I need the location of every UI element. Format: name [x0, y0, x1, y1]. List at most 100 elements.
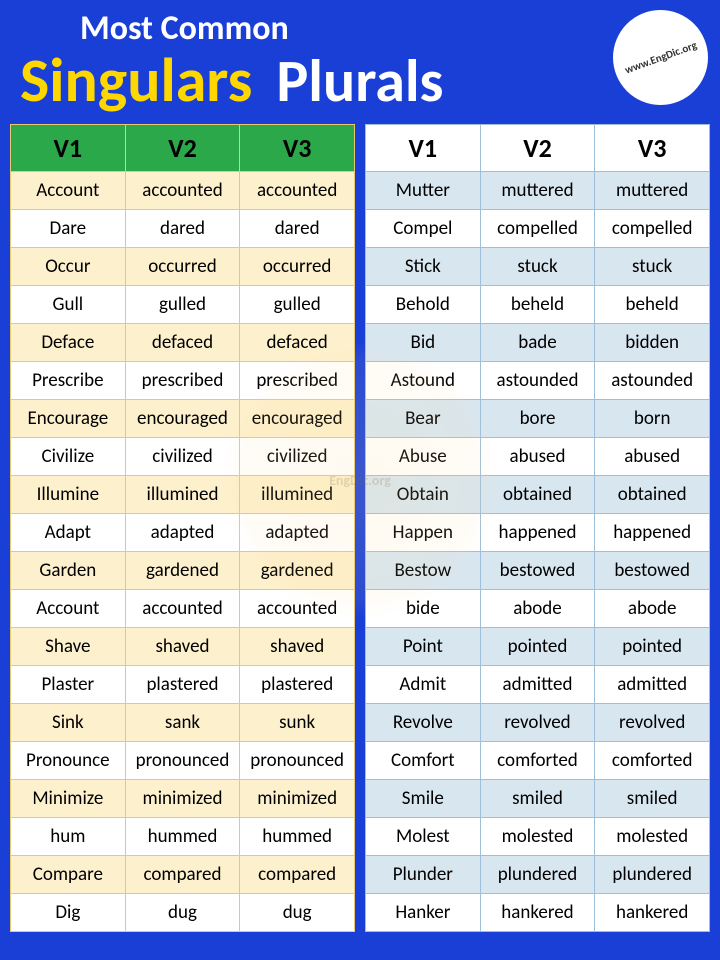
table-row: Shaveshavedshaved	[11, 628, 355, 666]
table-cell: pointed	[595, 628, 710, 666]
table-cell: gulled	[125, 286, 240, 324]
table-cell: minimized	[240, 780, 355, 818]
table-cell: abode	[595, 590, 710, 628]
table-cell: beheld	[480, 286, 595, 324]
table-cell: compelled	[480, 210, 595, 248]
table-row: Plasterplasteredplastered	[11, 666, 355, 704]
table-cell: beheld	[595, 286, 710, 324]
table-cell: defaced	[125, 324, 240, 362]
table-cell: Garden	[11, 552, 126, 590]
table-row: bideabodeabode	[366, 590, 710, 628]
table-cell: bestowed	[480, 552, 595, 590]
table-row: Smilesmiledsmiled	[366, 780, 710, 818]
table-cell: gulled	[240, 286, 355, 324]
table-cell: obtained	[480, 476, 595, 514]
table-cell: Dare	[11, 210, 126, 248]
table-row: Bearboreborn	[366, 400, 710, 438]
col-header: V3	[240, 125, 355, 172]
table-row: Occuroccurredoccurred	[11, 248, 355, 286]
table-cell: hummed	[125, 818, 240, 856]
table-row: Comparecomparedcompared	[11, 856, 355, 894]
table-cell: Occur	[11, 248, 126, 286]
table-cell: Gull	[11, 286, 126, 324]
table-cell: plundered	[480, 856, 595, 894]
table-cell: hankered	[480, 894, 595, 932]
table-cell: occurred	[125, 248, 240, 286]
table-row: Adaptadaptedadapted	[11, 514, 355, 552]
table-header-row: V1 V2 V3	[366, 125, 710, 172]
table-cell: Smile	[366, 780, 481, 818]
table-cell: compared	[125, 856, 240, 894]
table-row: Astoundastoundedastounded	[366, 362, 710, 400]
table-cell: Bestow	[366, 552, 481, 590]
table-cell: hum	[11, 818, 126, 856]
table-cell: Stick	[366, 248, 481, 286]
table-row: Bestowbestowedbestowed	[366, 552, 710, 590]
table-cell: revolved	[595, 704, 710, 742]
table-row: Hankerhankeredhankered	[366, 894, 710, 932]
table-cell: gardened	[125, 552, 240, 590]
table-cell: accounted	[240, 172, 355, 210]
table-cell: happened	[480, 514, 595, 552]
table-cell: occurred	[240, 248, 355, 286]
table-cell: pronounced	[125, 742, 240, 780]
col-header: V1	[366, 125, 481, 172]
table-cell: Astound	[366, 362, 481, 400]
table-cell: Abuse	[366, 438, 481, 476]
table-row: Happenhappenedhappened	[366, 514, 710, 552]
table-row: Encourageencouragedencouraged	[11, 400, 355, 438]
table-cell: astounded	[480, 362, 595, 400]
table-row: Defacedefaceddefaced	[11, 324, 355, 362]
right-verb-table: V1 V2 V3 MuttermutteredmutteredCompelcom…	[365, 124, 710, 932]
table-cell: hummed	[240, 818, 355, 856]
table-cell: Behold	[366, 286, 481, 324]
table-cell: abused	[480, 438, 595, 476]
table-row: Gullgulledgulled	[11, 286, 355, 324]
table-cell: Dig	[11, 894, 126, 932]
table-row: Bidbadebidden	[366, 324, 710, 362]
table-row: Abuseabusedabused	[366, 438, 710, 476]
table-cell: pointed	[480, 628, 595, 666]
table-cell: Deface	[11, 324, 126, 362]
table-cell: Point	[366, 628, 481, 666]
table-cell: abused	[595, 438, 710, 476]
header: Most Common Singulars Plurals www.EngDic…	[0, 0, 720, 124]
table-cell: adapted	[240, 514, 355, 552]
table-cell: sunk	[240, 704, 355, 742]
table-row: Minimizeminimizedminimized	[11, 780, 355, 818]
table-row: Prescribeprescribedprescribed	[11, 362, 355, 400]
table-cell: shaved	[125, 628, 240, 666]
table-cell: civilized	[240, 438, 355, 476]
tables-container: V1 V2 V3 AccountaccountedaccountedDareda…	[0, 124, 720, 942]
table-cell: abode	[480, 590, 595, 628]
table-cell: Illumine	[11, 476, 126, 514]
table-row: Admitadmittedadmitted	[366, 666, 710, 704]
table-cell: Bear	[366, 400, 481, 438]
table-cell: civilized	[125, 438, 240, 476]
table-cell: Hanker	[366, 894, 481, 932]
table-cell: adapted	[125, 514, 240, 552]
table-cell: Adapt	[11, 514, 126, 552]
table-row: Beholdbeheldbeheld	[366, 286, 710, 324]
table-cell: Compare	[11, 856, 126, 894]
table-cell: pronounced	[240, 742, 355, 780]
table-row: Revolverevolvedrevolved	[366, 704, 710, 742]
table-cell: bore	[480, 400, 595, 438]
table-cell: muttered	[595, 172, 710, 210]
table-cell: molested	[480, 818, 595, 856]
table-cell: bide	[366, 590, 481, 628]
left-verb-table: V1 V2 V3 AccountaccountedaccountedDareda…	[10, 124, 355, 932]
table-cell: Plaster	[11, 666, 126, 704]
table-cell: bidden	[595, 324, 710, 362]
table-row: Pronouncepronouncedpronounced	[11, 742, 355, 780]
header-title-row: Singulars Plurals	[20, 49, 700, 112]
table-cell: Pronounce	[11, 742, 126, 780]
title-plurals: Plurals	[276, 52, 443, 112]
col-header: V3	[595, 125, 710, 172]
table-cell: bade	[480, 324, 595, 362]
table-row: Muttermutteredmuttered	[366, 172, 710, 210]
table-cell: comforted	[480, 742, 595, 780]
table-row: Compelcompelledcompelled	[366, 210, 710, 248]
table-header-row: V1 V2 V3	[11, 125, 355, 172]
table-row: Stickstuckstuck	[366, 248, 710, 286]
